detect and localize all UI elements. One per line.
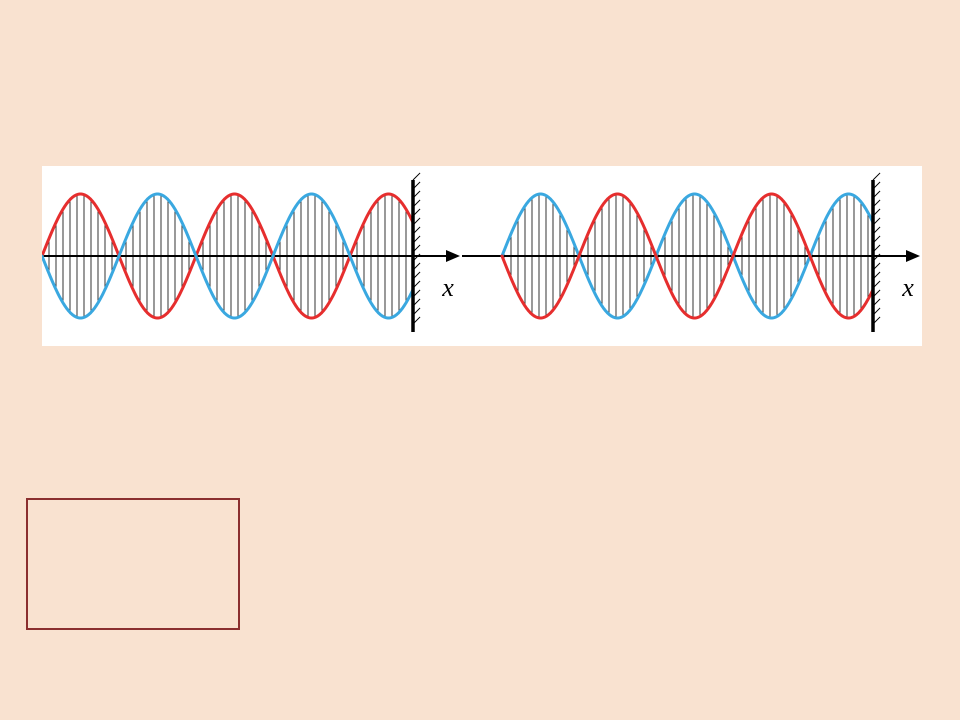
x-axis-label: x [441, 273, 454, 302]
x-axis-arrowhead [906, 250, 920, 262]
x-axis-label: x [901, 273, 914, 302]
empty-outlined-box [26, 498, 240, 630]
wave-panels-row: x x [42, 166, 922, 346]
wave-panel-left: x [42, 166, 462, 346]
x-axis-arrowhead [446, 250, 460, 262]
wave-panel-right: x [462, 166, 922, 346]
